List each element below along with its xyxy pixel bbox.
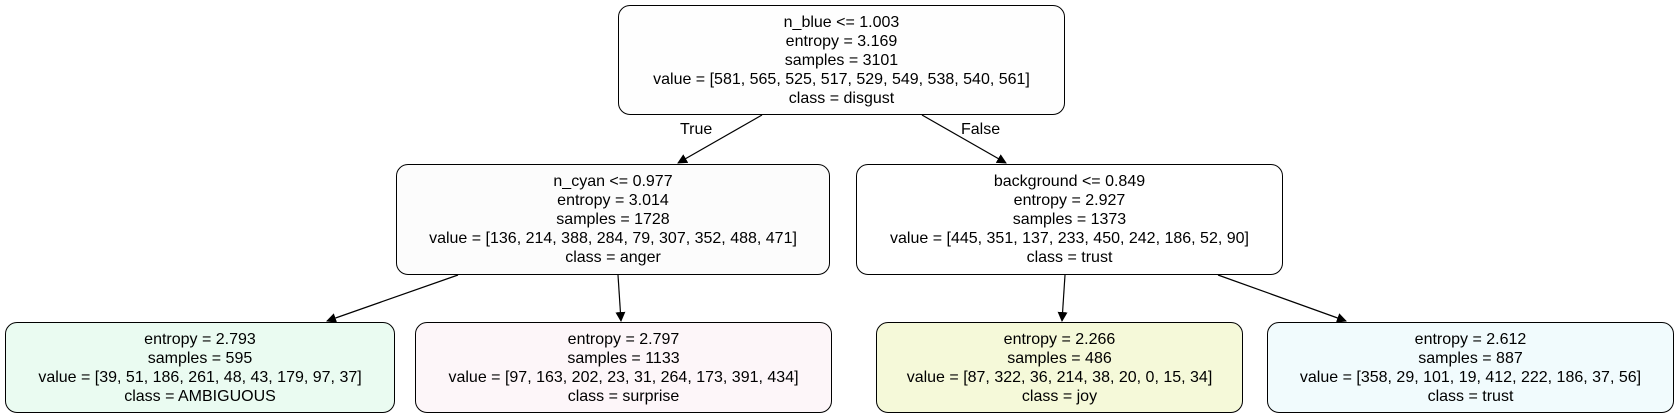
node-line: entropy = 2.797 xyxy=(567,330,680,348)
tree-node-left: n_cyan <= 0.977 entropy = 3.014 samples = … xyxy=(396,164,830,275)
tree-leaf-4: entropy = 2.612 samples = 887 value = [358… xyxy=(1267,322,1674,413)
node-line: samples = 1373 xyxy=(1012,211,1127,228)
tree-leaf-3: entropy = 2.266 samples = 486 value = [87,… xyxy=(876,322,1243,413)
node-line: value = [87, 322, 36, 214, 38, 20, 0, 15… xyxy=(906,368,1213,386)
node-line: samples = 1133 xyxy=(567,349,680,367)
node-line: class = disgust xyxy=(788,89,895,107)
node-line: value = [445, 351, 137, 233, 450, 242, 1… xyxy=(890,230,1249,247)
node-line: samples = 486 xyxy=(1007,349,1112,367)
edge-root-left xyxy=(677,114,763,164)
node-line: samples = 887 xyxy=(1418,349,1523,367)
node-line: n_cyan <= 0.977 xyxy=(553,173,673,190)
node-line: samples = 3101 xyxy=(784,51,899,69)
node-line: class = AMBIGUOUS xyxy=(124,387,276,405)
node-line: value = [358, 29, 101, 19, 412, 222, 186… xyxy=(1299,368,1642,386)
node-line: entropy = 2.927 xyxy=(1013,192,1126,209)
node-line: value = [581, 565, 525, 517, 529, 549, 5… xyxy=(653,70,1030,88)
tree-node-root: n_blue <= 1.003 entropy = 3.169 samples = … xyxy=(618,5,1065,115)
node-line: class = surprise xyxy=(567,387,680,405)
node-line: class = anger xyxy=(565,249,661,266)
node-line: background <= 0.849 xyxy=(993,173,1146,190)
node-line: n_blue <= 1.003 xyxy=(783,13,900,31)
node-line: samples = 1728 xyxy=(556,211,670,228)
tree-leaf-2: entropy = 2.797 samples = 1133 value = [97… xyxy=(415,322,832,413)
edge-right-leaf3 xyxy=(1057,274,1068,322)
edge-left-leaf2 xyxy=(615,274,626,322)
node-line: entropy = 3.014 xyxy=(557,192,669,209)
node-line: class = trust xyxy=(1427,387,1514,405)
tree-node-right: background <= 0.849 entropy = 2.927 sample… xyxy=(856,164,1283,275)
node-line: samples = 595 xyxy=(147,349,253,367)
node-line: value = [39, 51, 186, 261, 48, 43, 179, … xyxy=(38,368,362,386)
node-line: class = joy xyxy=(1021,387,1098,405)
edge-label-false: False xyxy=(961,121,1001,138)
edge-root-right xyxy=(921,114,1007,164)
tree-leaf-1: entropy = 2.793 samples = 595 value = [39,… xyxy=(5,322,395,413)
edge-right-leaf4 xyxy=(1217,274,1347,323)
node-line: value = [136, 214, 388, 284, 79, 307, 35… xyxy=(429,230,797,247)
node-line: entropy = 2.266 xyxy=(1003,330,1116,348)
node-line: class = trust xyxy=(1026,249,1113,266)
edge-label-true: True xyxy=(680,121,713,138)
node-line: entropy = 2.612 xyxy=(1414,330,1527,348)
node-line: entropy = 3.169 xyxy=(785,32,898,50)
edge-left-leaf1 xyxy=(326,274,459,323)
node-line: value = [97, 163, 202, 23, 31, 264, 173,… xyxy=(448,368,799,386)
node-line: entropy = 2.793 xyxy=(144,330,256,348)
